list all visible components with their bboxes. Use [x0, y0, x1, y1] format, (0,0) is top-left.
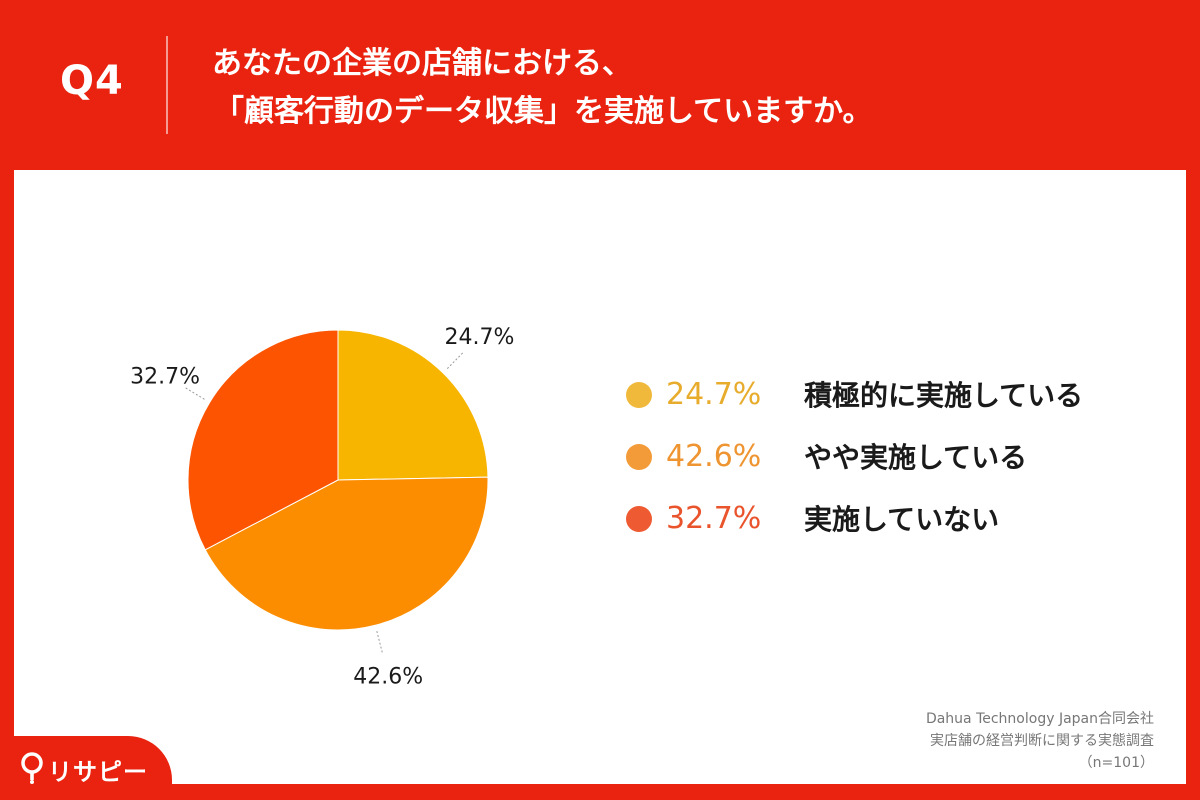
source-sample-size: （n=101） — [1078, 755, 1154, 771]
leader-line — [446, 351, 465, 370]
question-number: Q4 — [60, 58, 124, 104]
legend-dot-icon — [626, 382, 652, 408]
pie-slice-not — [187, 329, 339, 551]
slice-value-label: 32.7% — [130, 365, 200, 390]
location-pin-icon — [21, 752, 43, 784]
legend-label: 積極的に実施している — [804, 379, 1084, 412]
pie-slice-somewhat — [204, 476, 489, 631]
legend-label: 実施していない — [804, 503, 1000, 536]
logo: リサピー — [0, 736, 172, 800]
slice-value-label: 24.7% — [445, 325, 515, 350]
legend-percent: 24.7% — [666, 377, 762, 412]
pie-chart: 24.7% 42.6% 32.7% — [130, 325, 515, 690]
pie-slice-active — [337, 329, 489, 481]
leader-line — [376, 630, 384, 655]
legend-dot-icon — [626, 444, 652, 470]
legend-dot-icon — [626, 506, 652, 532]
logo-text: リサピー — [48, 758, 148, 786]
legend-percent: 32.7% — [666, 501, 762, 536]
question-title-line-2: 「顧客行動のデータ収集」を実施していますか。 — [214, 94, 873, 129]
source-company: Dahua Technology Japan合同会社 — [925, 711, 1154, 727]
legend-label: やや実施している — [804, 441, 1028, 474]
question-title: あなたの企業の店舗における、 「顧客行動のデータ収集」を実施していますか。 — [212, 40, 873, 136]
source-note: Dahua Technology Japan合同会社 実店舗の経営判断に関する実… — [926, 708, 1154, 774]
slice-value-label: 42.6% — [353, 665, 423, 690]
header-divider — [166, 36, 168, 134]
header: Q4 あなたの企業の店舗における、 「顧客行動のデータ収集」を実施していますか。 — [0, 0, 1200, 170]
chart-panel: 24.7% 42.6% 32.7% 24.7% 積極的に実施している 42.6% や… — [14, 170, 1186, 784]
question-title-line-1: あなたの企業の店舗における、 — [212, 46, 632, 81]
source-survey: 実店舗の経営判断に関する実態調査 — [930, 733, 1154, 749]
legend-percent: 42.6% — [666, 439, 762, 474]
